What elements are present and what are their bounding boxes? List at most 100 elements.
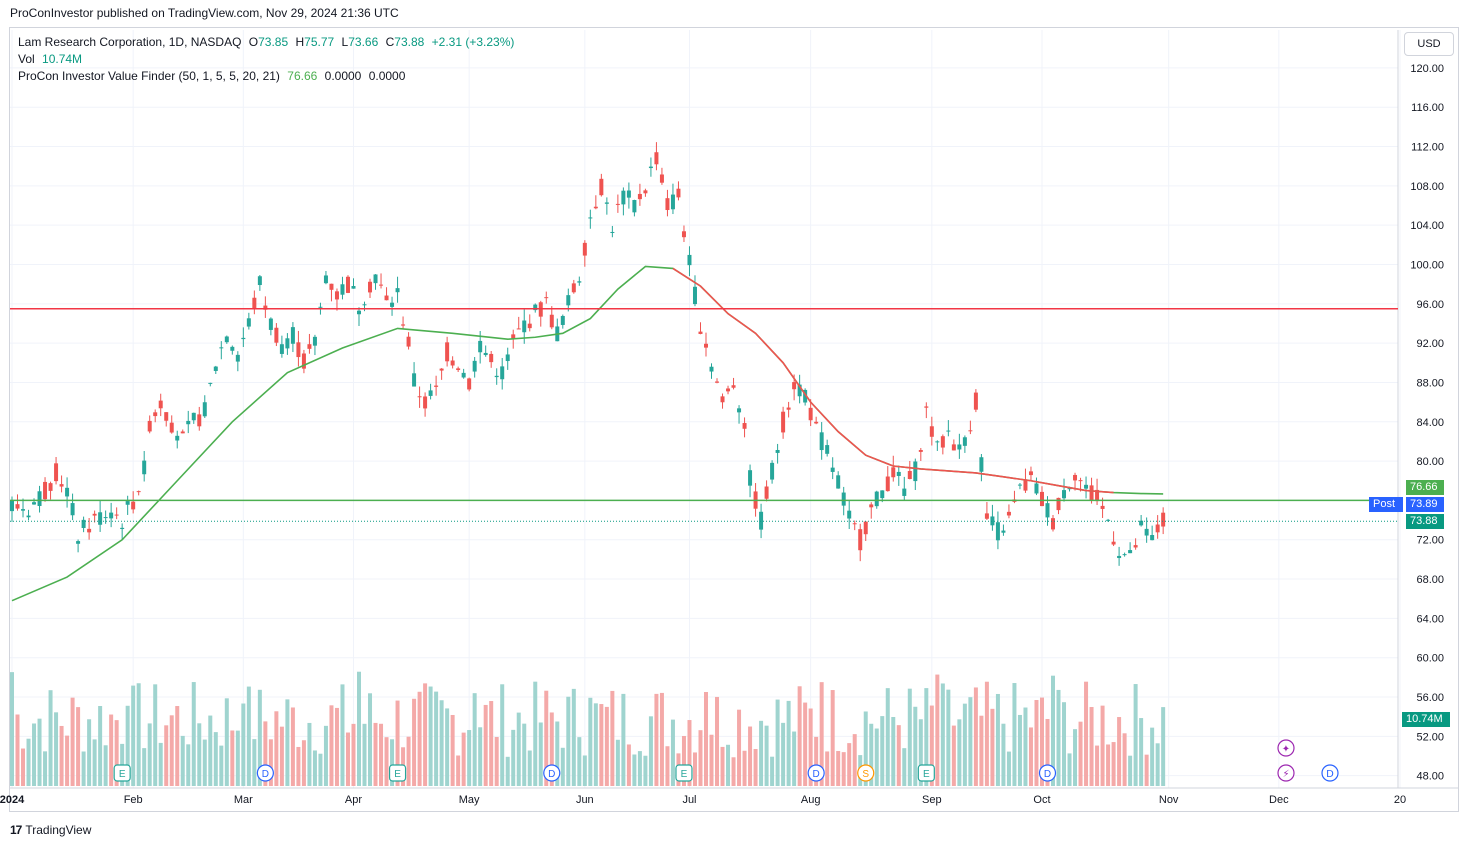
volume-bar — [764, 725, 769, 786]
volume-bar — [456, 755, 461, 786]
volume-bar — [786, 700, 791, 786]
candle-body — [279, 344, 284, 354]
volume-bar — [334, 707, 339, 786]
y-tick-label: 80.00 — [1416, 456, 1444, 468]
candle-body — [147, 420, 152, 432]
dividend-marker-icon — [543, 764, 561, 782]
volume-bar — [742, 750, 747, 786]
candle-body — [676, 188, 681, 198]
volume-bar — [445, 708, 450, 786]
candle-body — [957, 444, 962, 450]
volume-bar — [775, 699, 780, 786]
volume-bar — [312, 750, 317, 786]
candle-body — [357, 310, 361, 315]
volume-bar — [880, 716, 885, 786]
footer-brand[interactable]: 17 TradingView — [10, 823, 91, 837]
volume-bar — [615, 739, 620, 786]
candle-body — [412, 373, 417, 387]
volume-bar — [610, 690, 615, 786]
candle-body — [1144, 528, 1149, 536]
candle-body — [131, 501, 136, 510]
volume-bar — [1106, 744, 1111, 786]
candle-body — [54, 463, 59, 482]
candle-body — [670, 194, 675, 210]
candle-body — [384, 295, 389, 301]
indicator-legend[interactable]: ProCon Investor Value Finder (50, 1, 5, … — [18, 69, 409, 83]
future-marker-glyph: ✦ — [1282, 744, 1290, 755]
volume-legend[interactable]: Vol 10.74M — [18, 52, 86, 66]
candle-body — [450, 360, 455, 366]
volume-bar — [511, 729, 516, 786]
volume-bar — [26, 738, 31, 786]
dividend-marker-icon — [256, 764, 274, 782]
candle-body — [395, 288, 400, 293]
candle-body — [918, 449, 923, 452]
volume-bar — [180, 735, 185, 786]
volume-bar — [1023, 707, 1028, 786]
candle-body — [841, 492, 846, 506]
x-tick-label: Feb — [124, 794, 143, 806]
volume-bar — [731, 757, 736, 786]
x-tick-label: 20 — [1394, 794, 1406, 806]
candle-body — [946, 430, 951, 432]
candle-body — [748, 470, 753, 486]
candle-body — [246, 318, 251, 327]
currency-button[interactable]: USD — [1404, 32, 1454, 56]
volume-tag: 10.74M — [1402, 712, 1450, 727]
volume-bar — [637, 751, 642, 786]
candle-body — [610, 231, 615, 233]
candle-body — [847, 510, 852, 519]
symbol-name[interactable]: Lam Research Corporation, 1D, NASDAQ — [18, 35, 242, 49]
candle-body — [312, 336, 317, 346]
volume-bar — [962, 703, 967, 786]
candle-body — [604, 202, 609, 204]
x-tick-label: Dec — [1269, 794, 1289, 806]
candle-body — [351, 286, 356, 289]
candle-body — [560, 315, 565, 325]
volume-bar — [142, 748, 147, 786]
candle-body — [852, 523, 857, 525]
candle-body — [726, 388, 731, 392]
indicator-value-3: 0.0000 — [368, 69, 406, 83]
candle-body — [1106, 519, 1111, 521]
volume-bar — [681, 735, 686, 786]
open-value: 73.85 — [258, 35, 289, 49]
volume-bar — [720, 746, 725, 786]
volume-bar — [863, 711, 868, 786]
candle-body — [390, 302, 395, 307]
volume-bar — [153, 684, 158, 786]
candle-body — [434, 385, 439, 387]
candle-body — [1001, 530, 1006, 533]
volume-bar — [246, 686, 251, 786]
candle-body — [1095, 489, 1100, 502]
volume-bar — [1078, 721, 1083, 786]
symbol-legend[interactable]: Lam Research Corporation, 1D, NASDAQ O73… — [18, 35, 518, 49]
volume-bar — [1067, 753, 1072, 786]
candle-body — [874, 491, 879, 507]
volume-bar — [92, 739, 97, 786]
volume-bar — [434, 691, 439, 786]
ohlc-low: L73.66 — [342, 35, 379, 49]
candle-body — [186, 420, 191, 425]
volume-bar — [340, 684, 345, 786]
candle-body — [984, 513, 989, 519]
volume-bar — [566, 696, 571, 786]
volume-bar — [125, 705, 130, 786]
ohlc-close: C73.88 — [386, 35, 425, 49]
x-tick-label: May — [459, 794, 480, 806]
candle-body — [522, 320, 527, 333]
volume-bar — [836, 751, 841, 786]
volume-bar — [1139, 718, 1144, 786]
candle-body — [659, 174, 664, 183]
volume-bar — [544, 690, 549, 786]
volume-bar — [819, 682, 824, 786]
candle-body — [929, 426, 934, 437]
x-tick-label: Mar — [234, 794, 253, 806]
dividend-marker-icon — [807, 764, 825, 782]
event-marker-letter: D — [262, 769, 269, 780]
volume-bar — [1001, 723, 1006, 786]
candle-body — [995, 522, 1000, 541]
volume-bar — [759, 720, 764, 786]
volume-bar — [648, 716, 653, 786]
